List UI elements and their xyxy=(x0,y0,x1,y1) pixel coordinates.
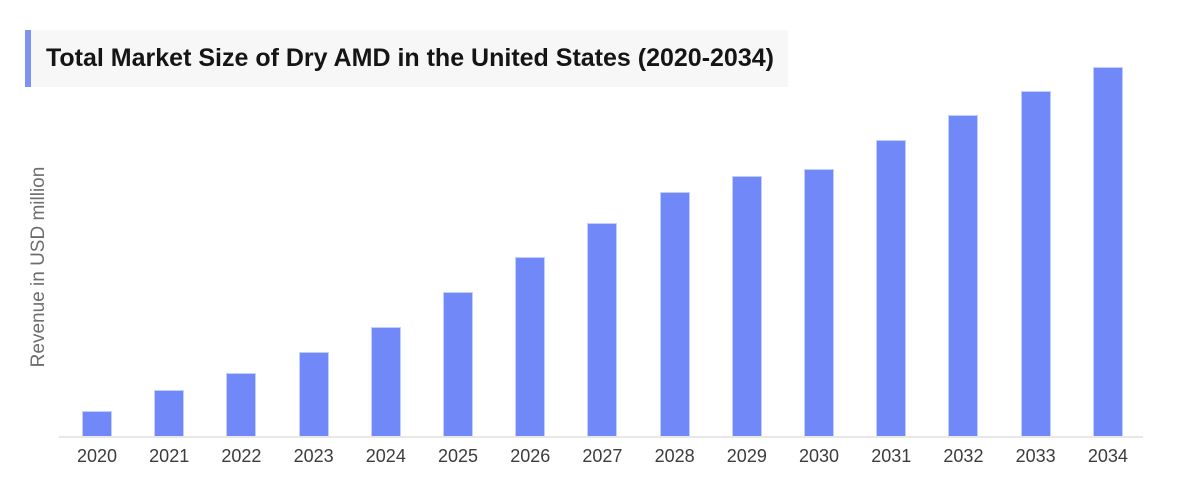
bar-2030 xyxy=(804,169,835,437)
x-tick-2029: 2029 xyxy=(726,446,767,466)
bar-2029 xyxy=(731,176,762,437)
bar-2032 xyxy=(948,115,979,437)
x-tick-2020: 2020 xyxy=(76,446,118,466)
x-axis-tick-labels: 2020 2021 2022 2023 2024 2025 2026 2027 2028 2029… xyxy=(75,446,1130,467)
x-tick-2033: 2033 xyxy=(1015,446,1056,466)
chart-title-block: Total Market Size of Dry AMD in the Unit… xyxy=(25,30,788,87)
x-tick-2024: 2024 xyxy=(365,446,406,466)
bar-2028 xyxy=(659,192,690,437)
bar-2023 xyxy=(298,352,329,437)
bar-2034 xyxy=(1092,67,1123,437)
y-axis-label: Revenue in USD million xyxy=(28,166,49,368)
x-tick-2027: 2027 xyxy=(582,446,623,466)
x-axis-line xyxy=(59,436,1143,438)
bar-2027 xyxy=(587,223,618,437)
x-tick-2025: 2025 xyxy=(437,446,479,466)
x-tick-2034: 2034 xyxy=(1087,446,1128,466)
x-tick-2023: 2023 xyxy=(293,446,334,466)
bar-2031 xyxy=(876,140,907,437)
x-tick-2026: 2026 xyxy=(510,446,551,466)
bar-2021 xyxy=(154,390,185,437)
bar-2020 xyxy=(82,411,112,437)
bar-2026 xyxy=(515,257,546,437)
x-tick-2031: 2031 xyxy=(871,446,912,466)
bars-group xyxy=(82,60,1123,437)
bar-2024 xyxy=(370,327,401,437)
x-tick-2030: 2030 xyxy=(799,446,840,466)
x-tick-2021: 2021 xyxy=(149,446,190,466)
chart-title: Total Market Size of Dry AMD in the Unit… xyxy=(46,44,774,72)
title-accent-bar xyxy=(25,30,31,87)
x-tick-2032: 2032 xyxy=(943,446,984,466)
x-tick-2022: 2022 xyxy=(221,446,262,466)
bar-2022 xyxy=(226,373,257,437)
bar-2033 xyxy=(1020,91,1051,437)
x-tick-2028: 2028 xyxy=(654,446,695,466)
bar-2025 xyxy=(443,292,474,437)
